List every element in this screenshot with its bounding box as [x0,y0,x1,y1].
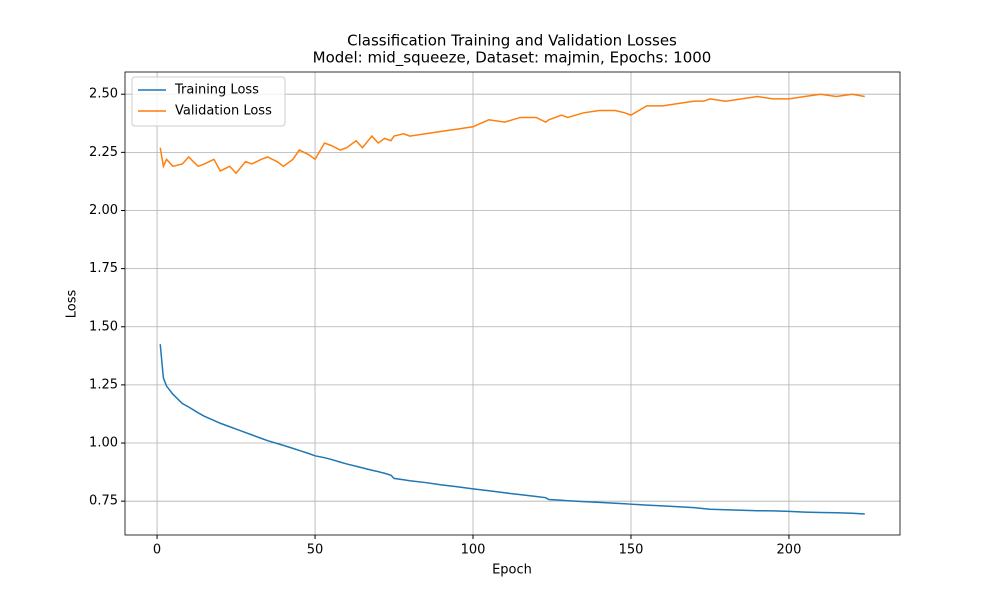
y-tick-label: 2.50 [89,87,118,102]
x-tick-label: 0 [153,543,161,558]
y-tick-label: 2.00 [89,203,118,218]
legend-box [131,76,286,127]
chart-title: Classification Training and Validation L… [347,32,677,50]
x-tick-label: 100 [461,543,486,558]
y-tick-label: 0.75 [89,494,118,509]
y-tick-label: 1.00 [89,436,118,451]
y-tick-label: 1.25 [89,377,118,392]
chart-subtitle: Model: mid_squeeze, Dataset: majmin, Epo… [313,49,712,68]
x-tick-label: 150 [619,543,644,558]
x-tick-label: 50 [307,543,324,558]
plot-frame [124,71,901,536]
y-tick-label: 1.75 [89,261,118,276]
x-axis-label: Epoch [492,563,532,578]
y-tick-label: 2.25 [89,145,118,160]
x-tick-label: 200 [777,543,802,558]
line [159,344,865,515]
legend-label: Validation Loss [175,104,272,119]
legend-label: Training Loss [174,83,259,98]
line [159,93,865,175]
y-tick-label: 1.50 [89,319,118,334]
y-axis-label: Loss [65,290,80,319]
